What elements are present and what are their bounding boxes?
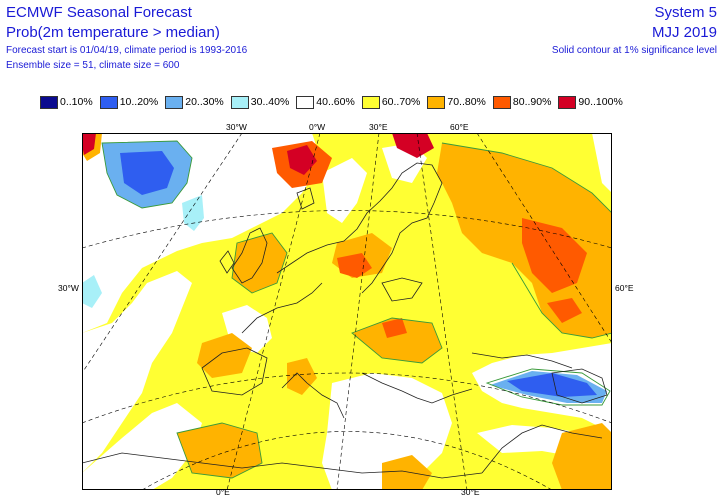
legend-item-20-30: 20..30%	[165, 95, 224, 109]
tick-top-30w: 30°W	[226, 122, 247, 132]
legend-swatch	[230, 95, 249, 109]
significance-note: Solid contour at 1% significance level	[551, 45, 717, 56]
legend-item-90-100: 90..100%	[558, 95, 623, 109]
legend-label: 70..80%	[447, 96, 486, 108]
legend-item-40-60: 40..60%	[296, 95, 355, 109]
legend-label: 40..60%	[316, 96, 355, 108]
tick-bottom-30e: 30°E	[461, 487, 480, 497]
tick-right-60e: 60°E	[615, 283, 634, 293]
tick-top-0w: 0°W	[309, 122, 326, 132]
tick-top-60e: 60°E	[450, 122, 469, 132]
chart-title: ECMWF Seasonal Forecast	[6, 4, 192, 21]
field-30-40	[82, 275, 102, 308]
legend-label: 10..20%	[119, 96, 159, 108]
legend-label: 80..90%	[512, 96, 552, 108]
field-90-100	[82, 133, 434, 175]
legend-item-10-20: 10..20%	[99, 95, 159, 109]
legend-swatch	[296, 95, 315, 109]
system-label: System 5	[654, 4, 717, 21]
field-10-20	[507, 373, 597, 397]
tick-left-30w: 30°W	[58, 283, 79, 293]
legend-label: 20..30%	[185, 96, 224, 108]
chart-subtitle: Prob(2m temperature > median)	[6, 24, 220, 41]
tick-bottom-0e: 0°E	[216, 487, 230, 497]
significance-contours	[101, 140, 612, 479]
legend-swatch	[99, 95, 118, 109]
legend-label: 0..10%	[60, 96, 93, 108]
legend-item-70-80: 70..80%	[427, 95, 486, 109]
probability-map	[82, 133, 612, 490]
coastlines	[82, 162, 608, 479]
legend-label: 60..70%	[381, 96, 421, 108]
legend-label: 30..40%	[250, 96, 290, 108]
legend-item-80-90: 80..90%	[492, 95, 552, 109]
legend-swatch	[40, 95, 58, 109]
legend-item-60-70: 60..70%	[361, 95, 421, 109]
map-frame	[82, 133, 612, 490]
forecast-info: Forecast start is 01/04/19, climate peri…	[6, 45, 248, 56]
legend-swatch	[165, 95, 184, 109]
legend-swatch	[427, 95, 446, 109]
legend-label: 90..100%	[578, 96, 623, 108]
field-10-20	[120, 151, 174, 195]
legend-item-0-10: 0..10%	[40, 95, 93, 109]
legend-item-30-40: 30..40%	[230, 95, 290, 109]
legend-swatch	[558, 95, 577, 109]
tick-top-30e: 30°E	[369, 122, 388, 132]
season-label: MJJ 2019	[651, 24, 717, 41]
legend: 0..10% 10..20% 20..30% 30..40% 40..60% 6…	[40, 94, 630, 110]
ensemble-info: Ensemble size = 51, climate size = 600	[6, 60, 180, 71]
legend-swatch	[492, 95, 511, 109]
graticule	[82, 133, 612, 490]
legend-swatch	[361, 95, 380, 109]
